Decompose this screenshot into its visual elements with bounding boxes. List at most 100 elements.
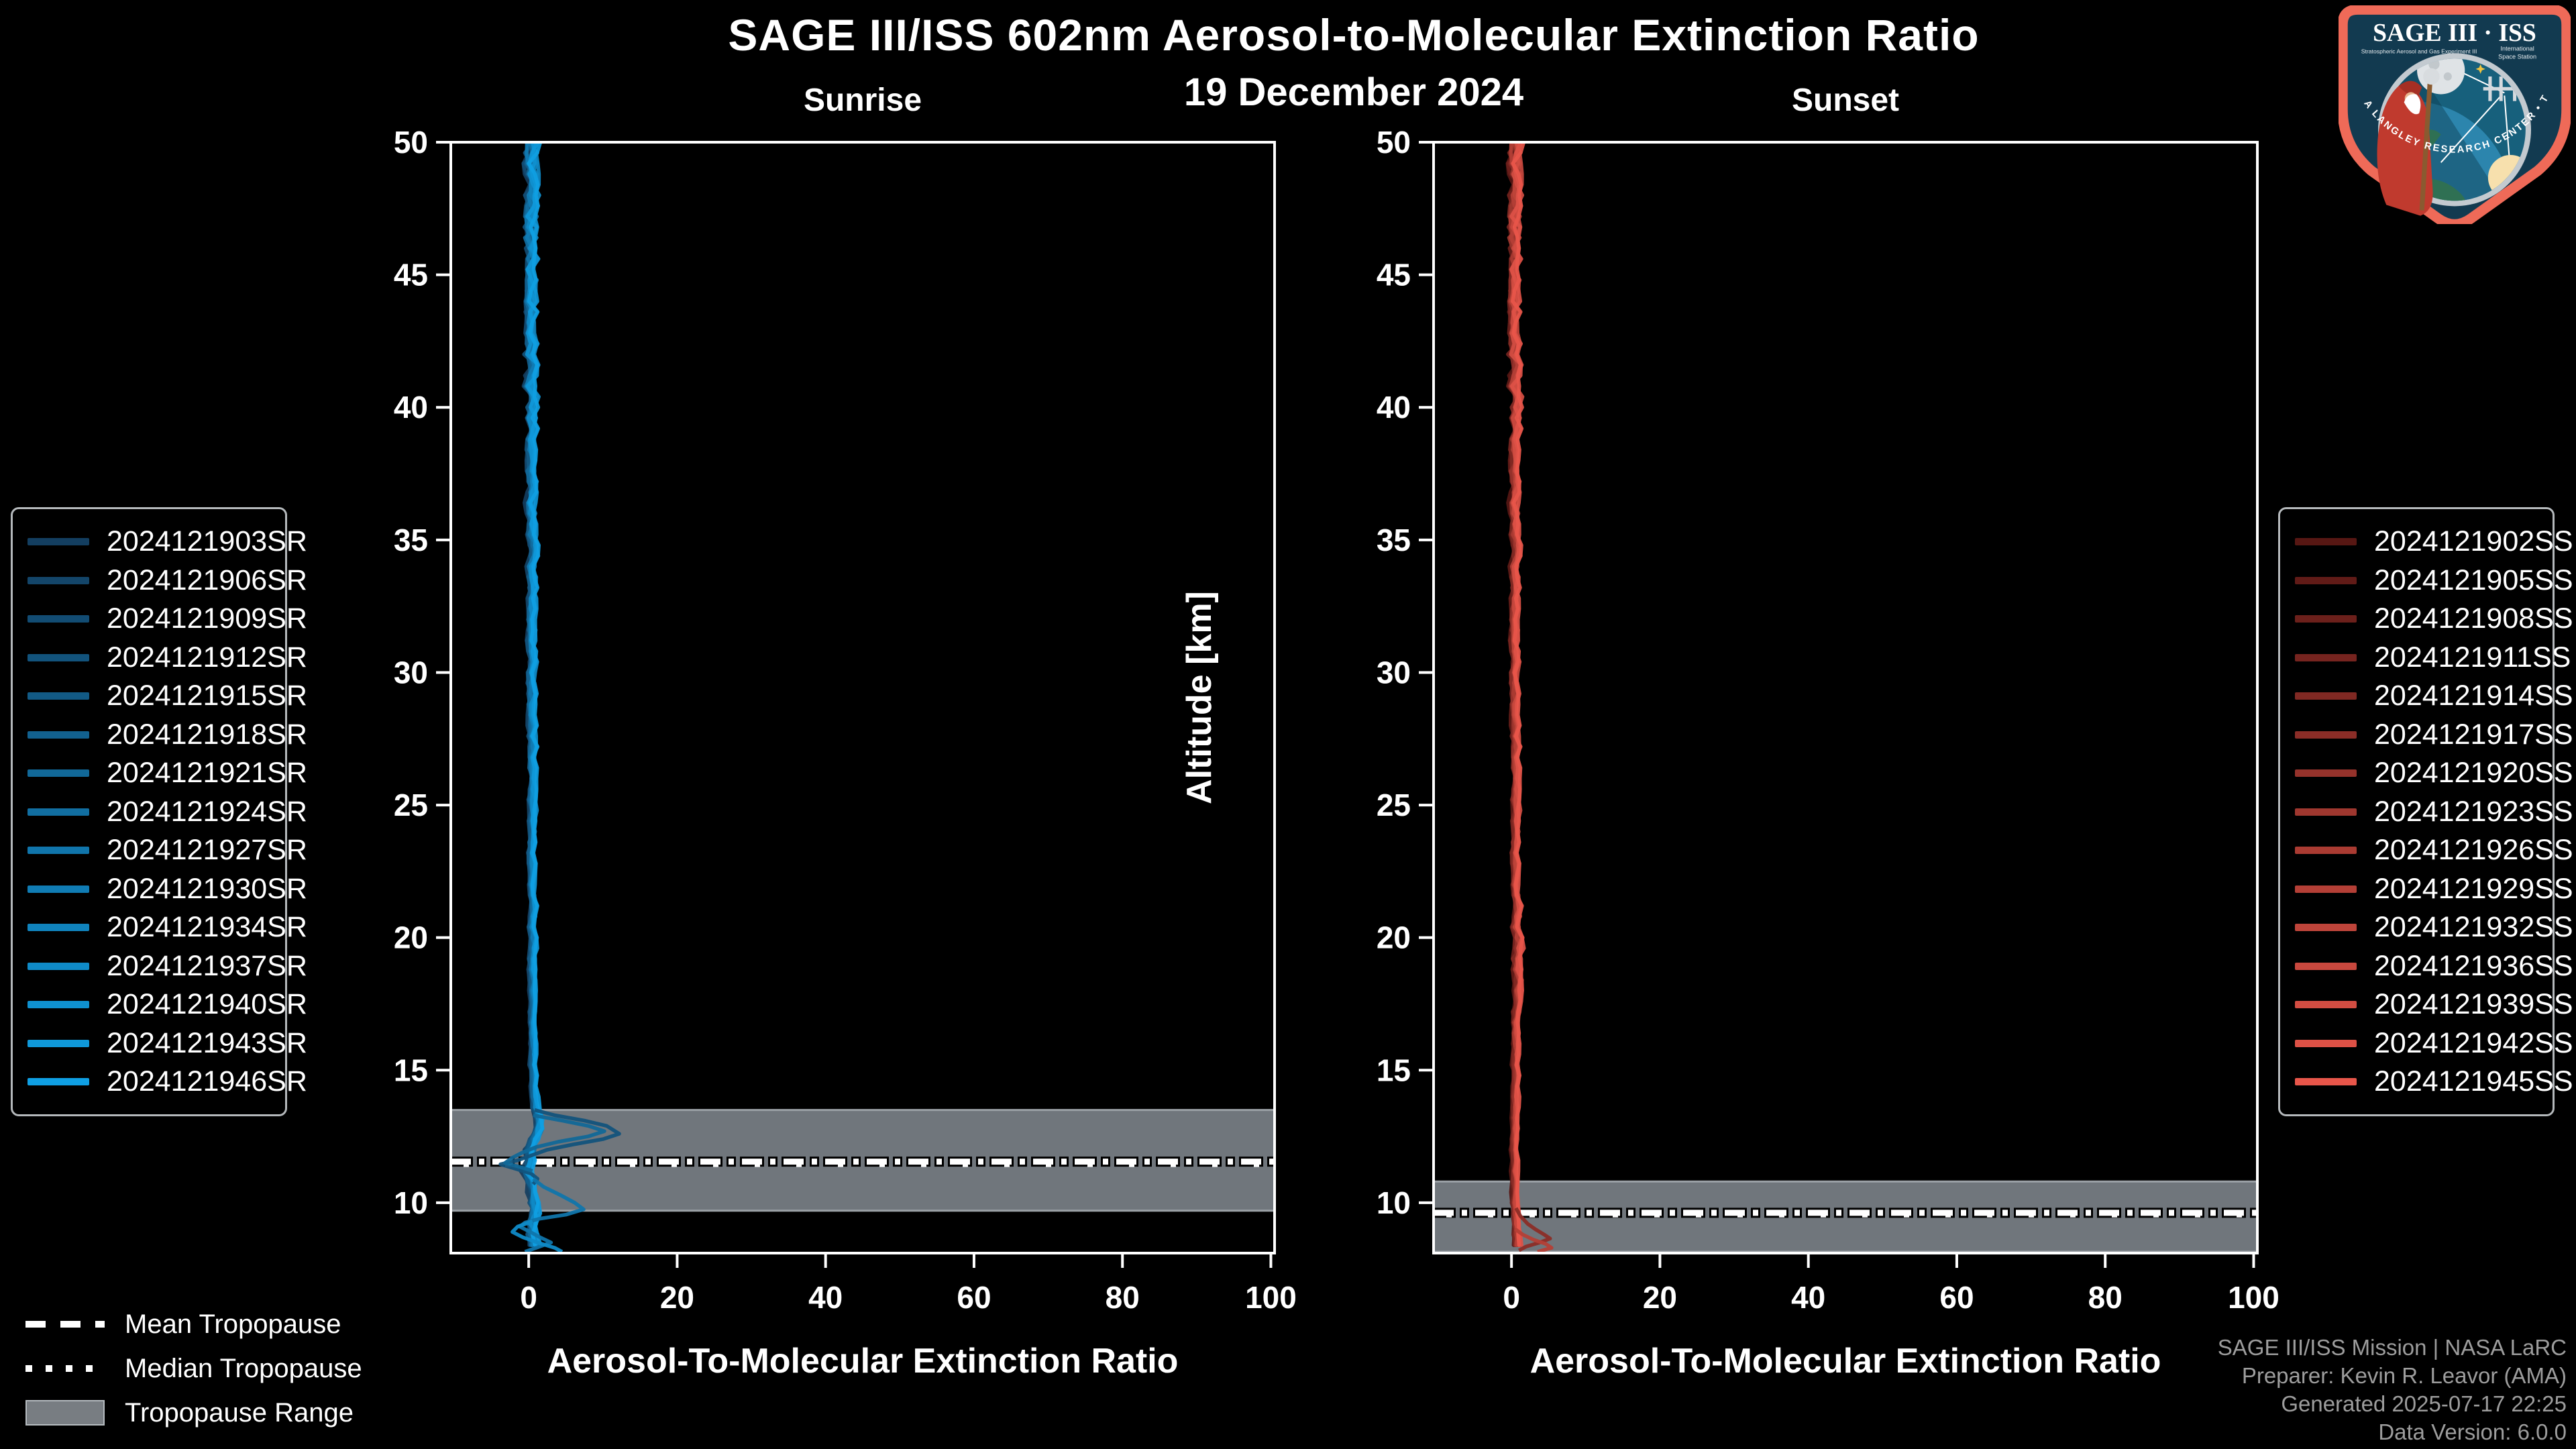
legend-event-label: 2024121911SS bbox=[2374, 641, 2571, 674]
sunset-y-tick-label: 25 bbox=[1377, 788, 1411, 822]
sunset-legend-item: 2024121942SS bbox=[2280, 1027, 2573, 1060]
legend-event-label: 2024121914SS bbox=[2374, 680, 2573, 712]
sunrise-x-tick-label: 60 bbox=[957, 1280, 991, 1315]
legend-event-label: 2024121906SR bbox=[107, 564, 307, 596]
logo-hood bbox=[2398, 80, 2422, 99]
sunset-y-tick-label: 50 bbox=[1377, 125, 1411, 160]
legend-line-swatch bbox=[2295, 1039, 2357, 1047]
sunrise-y-tick-label: 40 bbox=[394, 390, 428, 425]
sunset-y-tick-label: 20 bbox=[1377, 920, 1411, 955]
sunrise-legend-item: 2024121903SR bbox=[13, 525, 307, 558]
legend-event-label: 2024121943SR bbox=[107, 1026, 307, 1059]
logo-father-time bbox=[2377, 68, 2440, 216]
sunrise-y-tick-label: 10 bbox=[394, 1185, 428, 1220]
logo-staff bbox=[2419, 81, 2432, 211]
sunrise-feature-line-1 bbox=[503, 1113, 606, 1173]
credit-mission: SAGE III/ISS Mission | NASA LaRC bbox=[2217, 1335, 2567, 1360]
mean-tropopause-swatch bbox=[25, 1321, 105, 1328]
legend-line-swatch bbox=[28, 808, 89, 816]
sunset-legend-item: 2024121902SS bbox=[2280, 525, 2573, 558]
legend-event-label: 2024121945SS bbox=[2374, 1065, 2573, 1097]
legend-line-swatch bbox=[28, 692, 89, 700]
sunset-y-tick-label: 45 bbox=[1377, 258, 1411, 292]
sunset-x-tick-label: 0 bbox=[1503, 1280, 1520, 1315]
sunrise-legend-item: 2024121921SR bbox=[13, 757, 307, 790]
sunset-legend-item: 2024121939SS bbox=[2280, 988, 2573, 1021]
credit-preparer: Preparer: Kevin R. Leavor (AMA) bbox=[2241, 1363, 2567, 1389]
sunrise-x-tick-label: 40 bbox=[808, 1280, 843, 1315]
logo-subtitle-right-2: Space Station bbox=[2498, 54, 2536, 60]
median-tropopause-legend-item: Median Tropopause bbox=[25, 1354, 362, 1383]
sunset-x-tick-label: 20 bbox=[1643, 1280, 1677, 1315]
legend-line-swatch bbox=[2295, 1078, 2357, 1085]
legend-event-label: 2024121940SR bbox=[107, 988, 307, 1020]
sunrise-y-tick-label: 15 bbox=[394, 1053, 428, 1087]
credits: SAGE III/ISS Mission | NASA LaRC Prepare… bbox=[2218, 1334, 2567, 1446]
legend-line-swatch bbox=[2295, 538, 2357, 545]
sunrise-legend-item: 2024121934SR bbox=[13, 911, 307, 944]
legend-line-swatch bbox=[2295, 615, 2357, 623]
sunset-y-axis-label: Altitude [km] bbox=[1180, 591, 1219, 804]
legend-event-label: 2024121921SR bbox=[107, 757, 307, 789]
logo-beard bbox=[2404, 94, 2421, 115]
sage-iii-iss-logo: SAGE III · ISS Stratospheric Aerosol and… bbox=[2339, 5, 2571, 224]
legend-event-label: 2024121908SS bbox=[2374, 602, 2573, 635]
sunrise-feature-line-3 bbox=[511, 1220, 564, 1253]
legend-line-swatch bbox=[28, 885, 89, 893]
legend-event-label: 2024121903SR bbox=[107, 525, 307, 557]
sunset-legend-item: 2024121932SS bbox=[2280, 911, 2573, 944]
legend-event-label: 2024121915SR bbox=[107, 680, 307, 712]
legend-line-swatch bbox=[2295, 885, 2357, 893]
sunrise-x-tick-label: 0 bbox=[520, 1280, 537, 1315]
legend-event-label: 2024121920SS bbox=[2374, 757, 2573, 789]
legend-line-swatch bbox=[2295, 808, 2357, 816]
legend-event-label: 2024121929SS bbox=[2374, 872, 2573, 905]
sunrise-y-tick-label: 45 bbox=[394, 258, 428, 292]
legend-event-label: 2024121934SR bbox=[107, 911, 307, 943]
legend-event-label: 2024121927SR bbox=[107, 834, 307, 866]
mean-tropopause-legend-item: Mean Tropopause bbox=[25, 1309, 362, 1339]
sunset-y-tick-label: 10 bbox=[1377, 1185, 1411, 1220]
logo-staff-orb bbox=[2423, 68, 2440, 85]
legend-event-label: 2024121918SR bbox=[107, 718, 307, 751]
sunset-x-tick-label: 100 bbox=[2228, 1280, 2279, 1315]
legend-line-swatch bbox=[2295, 576, 2357, 584]
sunset-legend-item: 2024121945SS bbox=[2280, 1065, 2573, 1098]
sunset-feature-line-0 bbox=[1514, 1207, 1552, 1252]
sunrise-x-tick-label: 20 bbox=[660, 1280, 694, 1315]
sunset-feature-line-1 bbox=[1514, 1228, 1554, 1253]
legend-line-swatch bbox=[2295, 962, 2357, 970]
legend-event-label: 2024121946SR bbox=[107, 1065, 307, 1097]
tropopause-range-legend-item: Tropopause Range bbox=[25, 1398, 362, 1428]
legend-line-swatch bbox=[28, 924, 89, 931]
figure-date: 19 December 2024 bbox=[1183, 70, 1524, 114]
sunset-panel-title: Sunset bbox=[1791, 83, 1900, 118]
legend-line-swatch bbox=[28, 847, 89, 854]
mean-tropopause-label: Mean Tropopause bbox=[125, 1309, 341, 1339]
legend-line-swatch bbox=[2295, 692, 2357, 700]
legend-event-label: 2024121905SS bbox=[2374, 564, 2573, 596]
legend-line-swatch bbox=[28, 962, 89, 970]
sunset-profile-line-2024121945SS bbox=[1511, 142, 1526, 1247]
legend-event-label: 2024121930SR bbox=[107, 872, 307, 905]
sunset-legend-item: 2024121929SS bbox=[2280, 873, 2573, 906]
logo-title: SAGE III · ISS bbox=[2373, 19, 2536, 47]
sunset-legend-item: 2024121926SS bbox=[2280, 834, 2573, 867]
sunset-y-tick-label: 30 bbox=[1377, 655, 1411, 690]
sunset-legend-item: 2024121911SS bbox=[2280, 641, 2571, 674]
legend-event-label: 2024121936SS bbox=[2374, 949, 2573, 982]
sunrise-feature-line-0 bbox=[498, 1108, 621, 1185]
sunset-y-tick-label: 40 bbox=[1377, 390, 1411, 425]
logo-earth-ocean bbox=[2383, 101, 2513, 201]
legend-event-label: 2024121909SR bbox=[107, 602, 307, 635]
legend-event-label: 2024121924SR bbox=[107, 795, 307, 828]
legend-line-swatch bbox=[2295, 924, 2357, 931]
sunrise-legend-item: 2024121909SR bbox=[13, 602, 307, 635]
sunrise-legend-item: 2024121943SR bbox=[13, 1027, 307, 1060]
sunset-legend-item: 2024121908SS bbox=[2280, 602, 2573, 635]
sunrise-axes-frame bbox=[449, 141, 1276, 1254]
legend-line-swatch bbox=[28, 1078, 89, 1085]
legend-line-swatch bbox=[2295, 1001, 2357, 1008]
legend-event-label: 2024121926SS bbox=[2374, 834, 2573, 866]
sunrise-plot-area bbox=[451, 142, 1275, 1253]
